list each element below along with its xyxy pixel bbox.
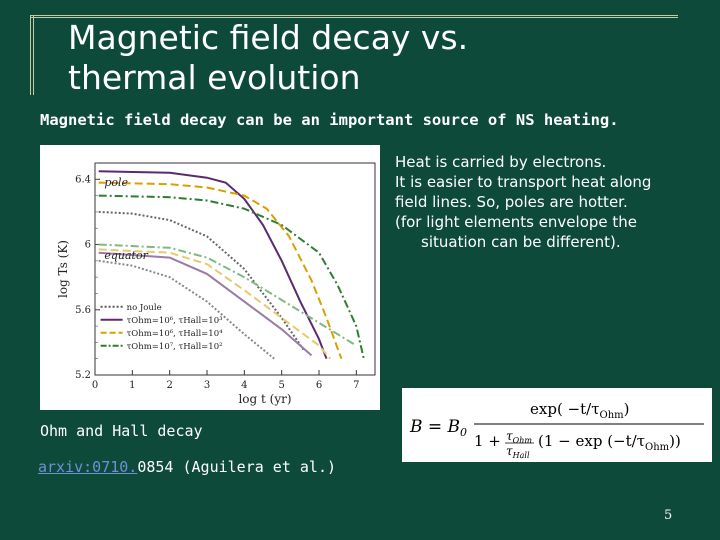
x-tick-label: 0 [92, 380, 98, 391]
decay-formula: B = B0 exp( −t/τOhm) 1 + τOhm τHall (1 −… [402, 388, 712, 462]
heat-line: (for light elements envelope the [395, 213, 638, 231]
heat-line: situation can be different). [421, 233, 621, 251]
x-tick-label: 7 [353, 380, 359, 391]
y-tick-label: 5.6 [75, 305, 91, 316]
page-number: 5 [664, 508, 673, 523]
slide-subtitle: Magnetic field decay can be an important… [40, 111, 619, 129]
arxiv-link[interactable]: arxiv:0710. [38, 458, 138, 476]
legend-label: τOhm=10⁶, τHall=10⁴ [127, 329, 224, 339]
legend-label: τOhm=10⁷, τHall=10² [127, 342, 223, 352]
plot-background [40, 145, 380, 410]
arxiv-reference: arxiv:0710.0854 (Aguilera et al.) [38, 458, 398, 476]
formula-denominator-start: 1 + [474, 432, 501, 450]
legend-label: τOhm=10⁶, τHall=10³ [127, 316, 223, 326]
y-axis-label: log Ts (K) [56, 240, 70, 298]
formula-ratio-bottom: τHall [506, 444, 530, 460]
plot-frame [94, 162, 376, 376]
arxiv-rest: 0854 (Aguilera et al.) [137, 458, 337, 476]
title-frame-top [30, 15, 678, 18]
x-tick-label: 5 [278, 380, 284, 391]
y-tick-label: 6 [85, 240, 91, 251]
formula-numerator: exp( −t/τOhm) [530, 400, 630, 421]
equator-annotation: equator [104, 249, 148, 262]
heat-line: It is easier to transport heat along [395, 173, 652, 191]
x-tick-label: 4 [241, 380, 247, 391]
formula-lhs: B = B0 [409, 417, 467, 439]
slide-title: Magnetic field decay vs. thermal evoluti… [68, 18, 668, 98]
formula-ratio-top: τOhm [506, 429, 532, 445]
series-line [98, 181, 343, 360]
series-line [98, 251, 313, 357]
cooling-curve-plot: 0 1 2 3 4 5 6 7 6.4 6 5.6 5.2 log t (yr) log Ts (K) po… [40, 145, 380, 410]
y-tick-label: 5.2 [75, 370, 91, 381]
x-tick-label: 3 [204, 380, 210, 391]
series-line [98, 210, 305, 352]
title-frame-left [30, 15, 34, 95]
series-line [98, 243, 357, 347]
series-line [98, 259, 275, 360]
ohm-hall-label: Ohm and Hall decay [40, 422, 203, 440]
x-axis-label: log t (yr) [238, 392, 291, 406]
plot-svg: 0 1 2 3 4 5 6 7 6.4 6 5.6 5.2 log t (yr) log Ts (K) po… [40, 145, 380, 410]
heat-line: Heat is carried by electrons. [395, 153, 607, 171]
legend-label: no Joule [127, 303, 162, 313]
x-tick-label: 6 [316, 380, 322, 391]
title-line-2: thermal evolution [68, 58, 361, 97]
series-line [98, 194, 365, 359]
formula-denominator-end: (1 − exp (−t/τOhm)) [538, 432, 681, 453]
heat-line: field lines. So, poles are hotter. [395, 193, 628, 211]
heat-explanation: Heat is carried by electrons. It is easi… [395, 152, 715, 252]
pole-annotation: pole [104, 176, 128, 189]
x-tick-label: 2 [166, 380, 172, 391]
x-tick-label: 1 [129, 380, 135, 391]
formula-svg: B = B0 exp( −t/τOhm) 1 + τOhm τHall (1 −… [409, 400, 704, 460]
y-tick-label: 6.4 [75, 174, 91, 185]
title-line-1: Magnetic field decay vs. [68, 18, 469, 57]
